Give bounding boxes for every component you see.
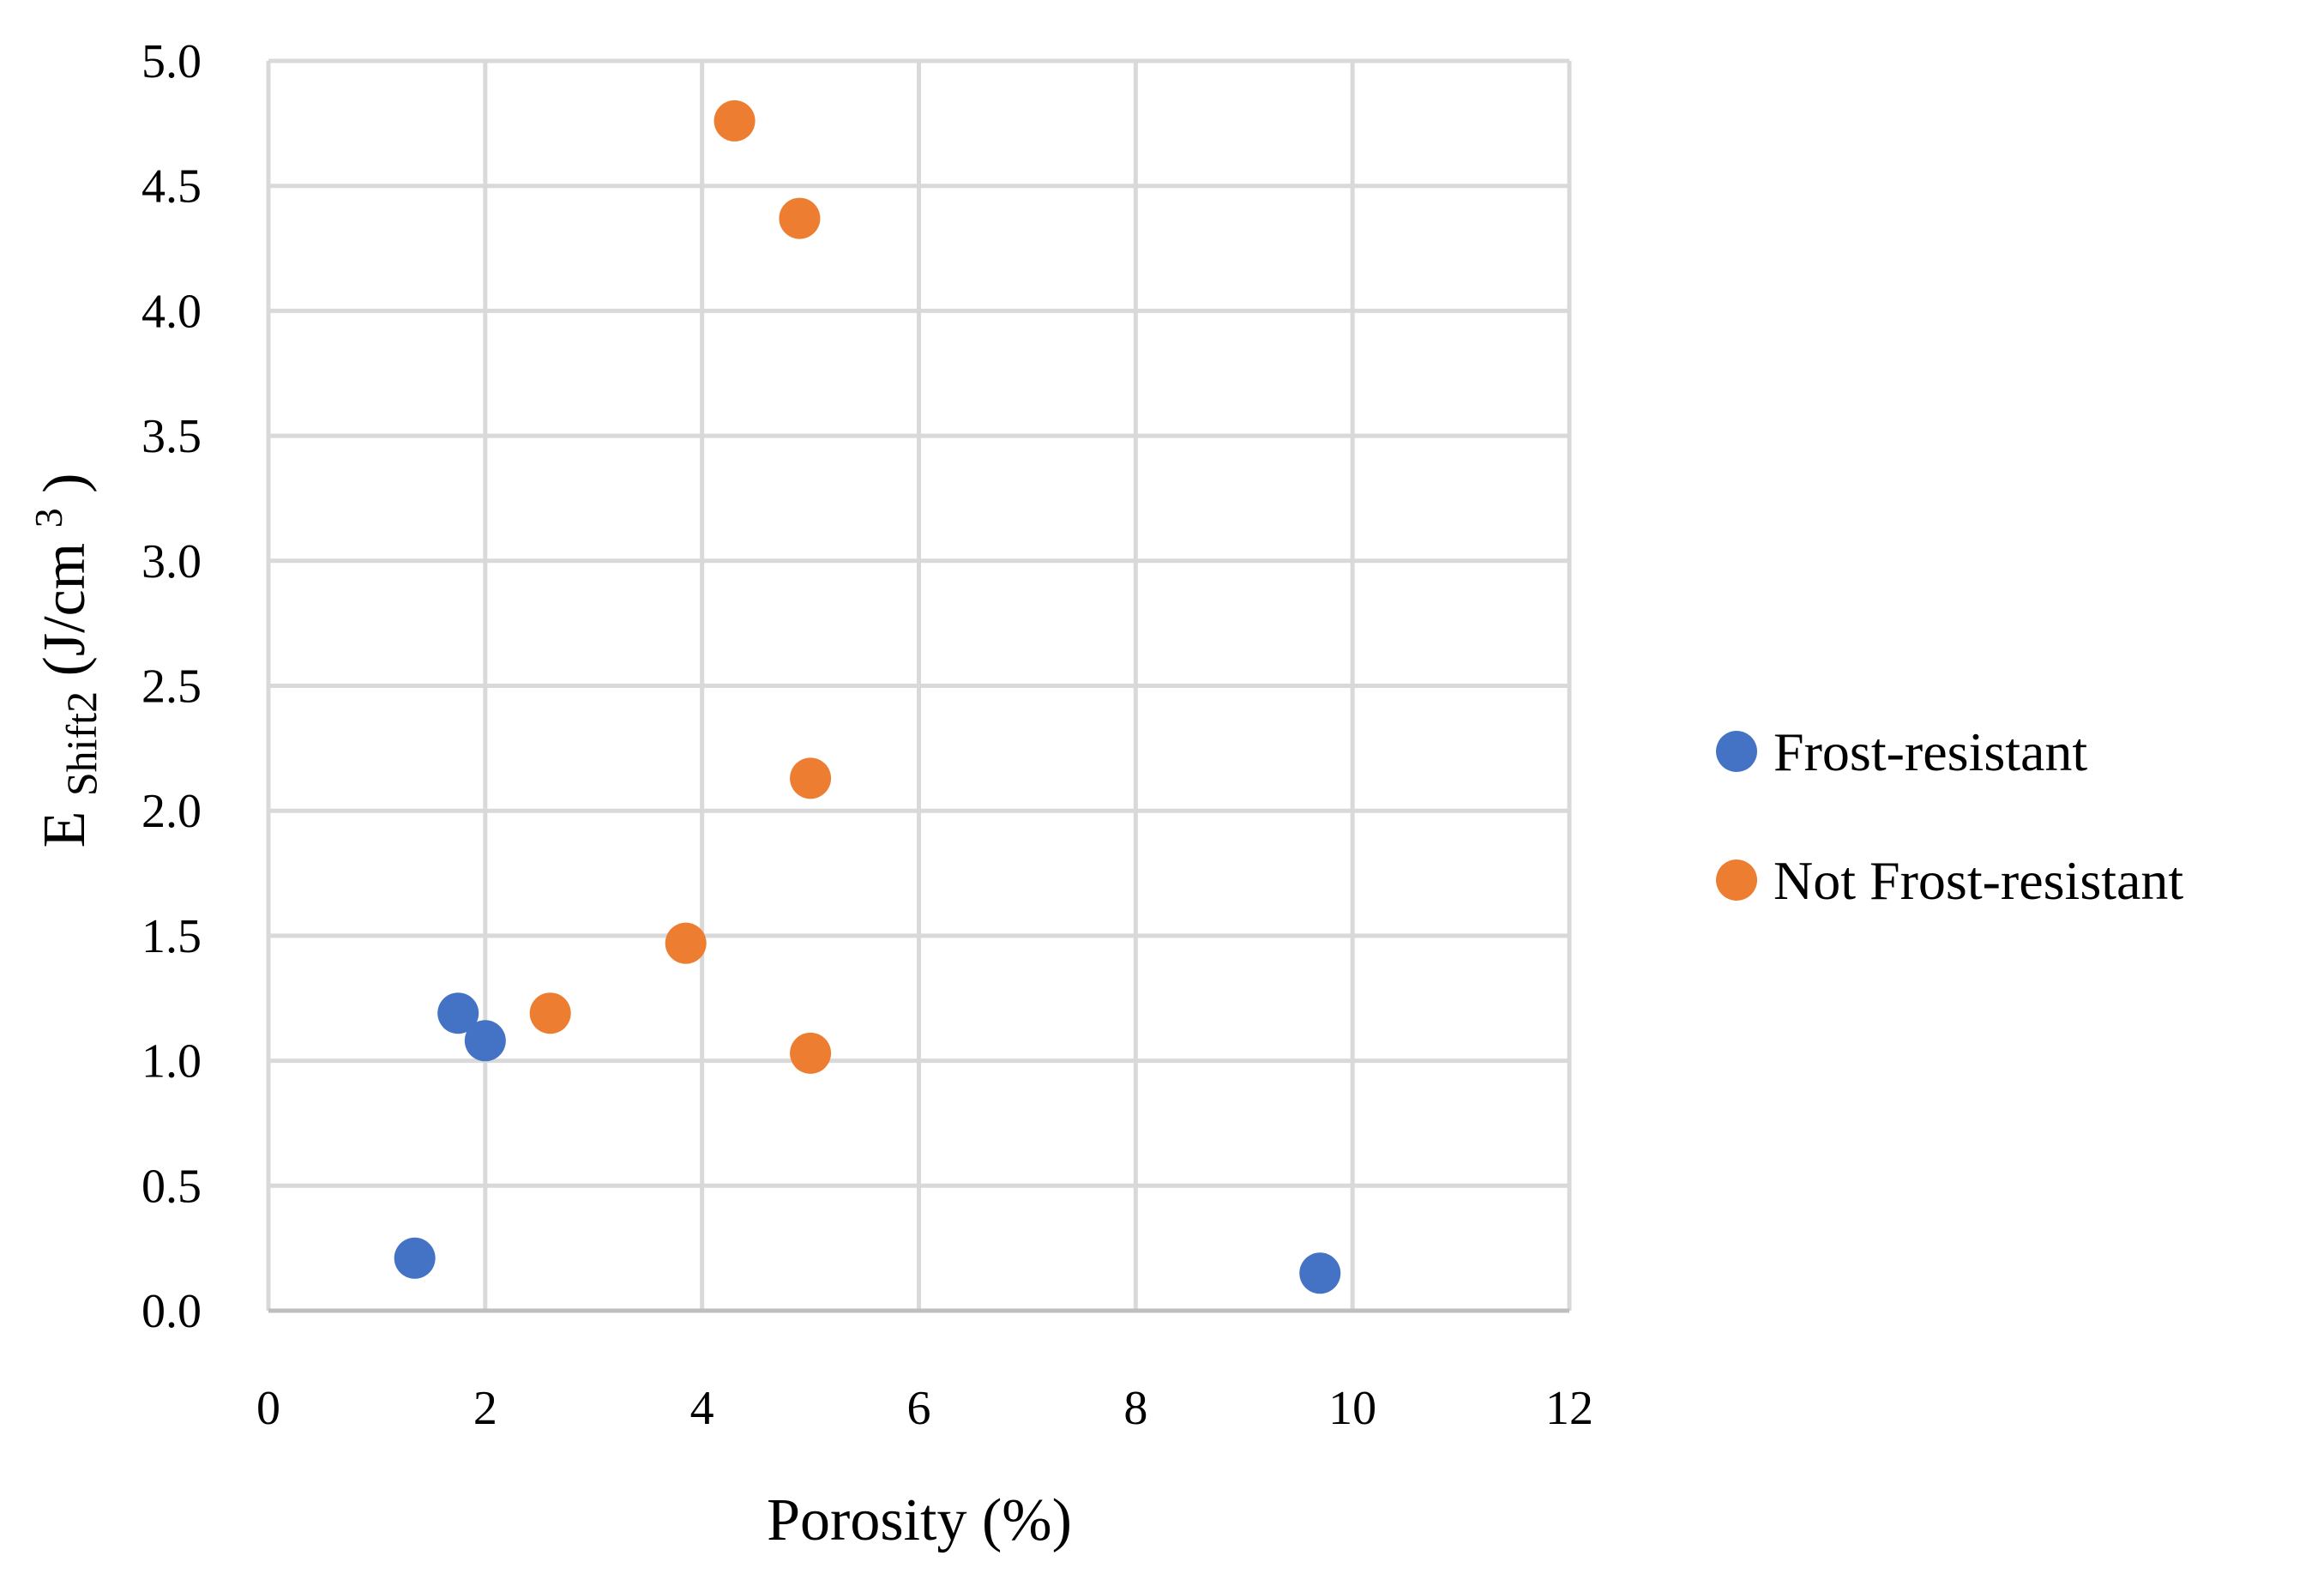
- y-tick-label: 0.0: [141, 1285, 202, 1338]
- x-tick-label: 10: [1328, 1382, 1376, 1435]
- y-tick-label: 1.5: [141, 910, 202, 963]
- point-not-frost-resistant: [790, 1032, 832, 1074]
- x-tick-labels: 0 2 4 6 8 10 12: [256, 1382, 1593, 1435]
- y-axis-title-unit-prefix: (J/cm: [32, 543, 98, 677]
- y-tick-label: 3.0: [141, 535, 202, 588]
- x-axis-title: Porosity (%): [767, 1487, 1072, 1553]
- y-tick-label: 5.0: [141, 35, 202, 88]
- x-tick-label: 12: [1545, 1382, 1593, 1435]
- y-axis-title: E Shift2 (J/cm 3 ): [9, 473, 110, 848]
- y-tick-label: 4.5: [141, 160, 202, 214]
- legend: Frost-resistant Not Frost-resistant: [1716, 721, 2183, 911]
- x-tick-label: 0: [256, 1382, 280, 1435]
- legend-marker-not-frost-resistant: [1716, 859, 1757, 901]
- point-frost-resistant: [1299, 1252, 1341, 1294]
- point-not-frost-resistant: [529, 992, 571, 1034]
- y-axis-title-subscript: Shift2: [57, 691, 105, 796]
- legend-marker-frost-resistant: [1716, 731, 1757, 772]
- axes: [266, 61, 1569, 1313]
- point-not-frost-resistant: [790, 757, 832, 799]
- x-tick-label: 4: [690, 1382, 714, 1435]
- y-tick-label: 2.0: [141, 785, 202, 838]
- y-tick-label: 2.5: [141, 660, 202, 714]
- y-tick-label: 0.5: [141, 1160, 202, 1213]
- y-tick-label: 3.5: [141, 410, 202, 463]
- y-tick-label: 4.0: [141, 285, 202, 338]
- legend-label-frost-resistant: Frost-resistant: [1773, 721, 2087, 782]
- point-frost-resistant: [437, 992, 479, 1034]
- grid: [268, 58, 1572, 1311]
- point-not-frost-resistant: [713, 100, 756, 142]
- point-not-frost-resistant: [779, 197, 821, 239]
- y-axis-title-superscript: 3: [27, 508, 70, 528]
- data-points: [394, 100, 1341, 1294]
- x-tick-label: 6: [907, 1382, 931, 1435]
- point-frost-resistant: [464, 1020, 506, 1062]
- y-tick-labels: 0.0 0.5 1.0 1.5 2.0 2.5 3.0 3.5 4.0 4.5 5.0: [141, 35, 202, 1338]
- y-axis-title-main: E: [32, 811, 98, 848]
- x-tick-label: 8: [1123, 1382, 1147, 1435]
- legend-label-not-frost-resistant: Not Frost-resistant: [1773, 850, 2183, 911]
- point-not-frost-resistant: [665, 922, 707, 964]
- x-tick-label: 2: [473, 1382, 497, 1435]
- y-axis-title-unit-suffix: ): [32, 473, 98, 493]
- point-frost-resistant: [394, 1237, 436, 1279]
- y-tick-label: 1.0: [141, 1035, 202, 1089]
